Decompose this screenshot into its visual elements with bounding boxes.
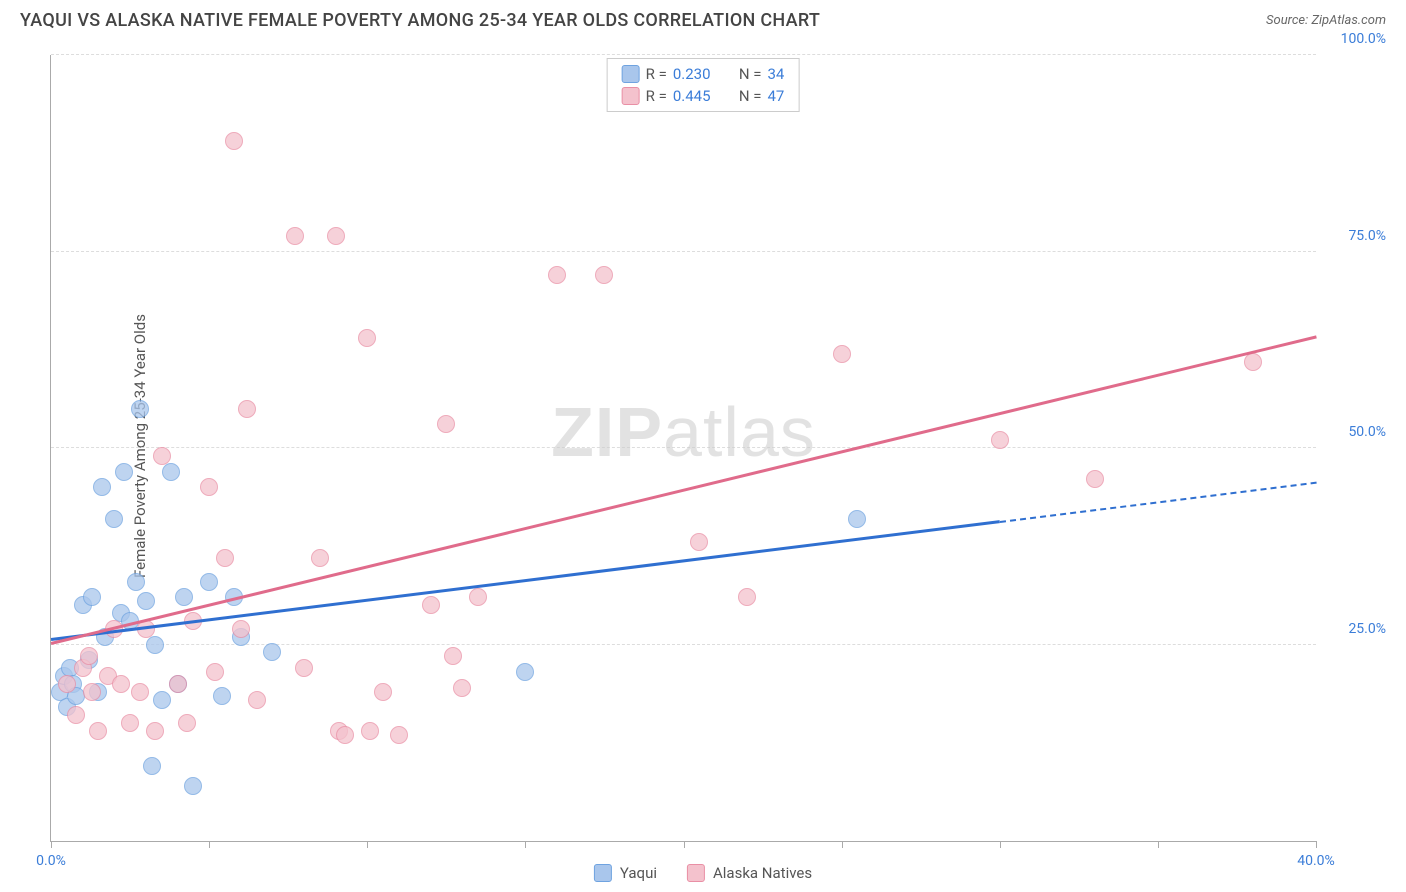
- watermark: ZIPatlas: [551, 392, 816, 472]
- y-tick-label: 75.0%: [1348, 228, 1386, 244]
- x-tick: [1158, 841, 1159, 848]
- data-point: [83, 683, 101, 701]
- data-point: [238, 400, 256, 418]
- data-point: [175, 588, 193, 606]
- data-point: [67, 706, 85, 724]
- data-point: [991, 431, 1009, 449]
- data-point: [216, 549, 234, 567]
- data-point: [469, 588, 487, 606]
- data-point: [548, 266, 566, 284]
- data-point: [848, 510, 866, 528]
- legend-swatch: [622, 87, 640, 105]
- data-point: [58, 675, 76, 693]
- legend-swatch: [594, 864, 612, 882]
- data-point: [169, 675, 187, 693]
- source-attribution: Source: ZipAtlas.com: [1266, 13, 1386, 28]
- data-point: [121, 714, 139, 732]
- data-point: [437, 415, 455, 433]
- legend-item: Alaska Natives: [687, 864, 812, 882]
- gridline: [51, 54, 1316, 55]
- data-point: [327, 227, 345, 245]
- data-point: [127, 573, 145, 591]
- data-point: [83, 588, 101, 606]
- data-point: [453, 679, 471, 697]
- x-tick: [842, 841, 843, 848]
- data-point: [263, 643, 281, 661]
- data-point: [311, 549, 329, 567]
- data-point: [162, 463, 180, 481]
- x-tick: [684, 841, 685, 848]
- x-tick: [1316, 841, 1317, 848]
- data-point: [444, 647, 462, 665]
- series-legend: Yaqui Alaska Natives: [594, 864, 812, 882]
- data-point: [200, 478, 218, 496]
- data-point: [232, 620, 250, 638]
- x-tick-label: 40.0%: [1297, 853, 1335, 869]
- data-point: [200, 573, 218, 591]
- gridline: [51, 447, 1316, 448]
- data-point: [115, 463, 133, 481]
- data-point: [1244, 353, 1262, 371]
- data-point: [153, 447, 171, 465]
- data-point: [225, 132, 243, 150]
- data-point: [286, 227, 304, 245]
- chart-title: YAQUI VS ALASKA NATIVE FEMALE POVERTY AM…: [20, 10, 820, 31]
- trend-line-extrapolated: [1000, 481, 1316, 522]
- data-point: [248, 691, 266, 709]
- data-point: [1086, 470, 1104, 488]
- data-point: [833, 345, 851, 363]
- x-tick: [367, 841, 368, 848]
- data-point: [206, 663, 224, 681]
- data-point: [93, 478, 111, 496]
- data-point: [690, 533, 708, 551]
- data-point: [131, 683, 149, 701]
- x-tick-label: 0.0%: [36, 853, 66, 869]
- legend-item: Yaqui: [594, 864, 657, 882]
- data-point: [738, 588, 756, 606]
- scatter-chart: ZIPatlas 25.0%50.0%75.0%100.0%0.0%40.0%: [50, 55, 1316, 842]
- data-point: [153, 691, 171, 709]
- data-point: [390, 726, 408, 744]
- x-tick: [51, 841, 52, 848]
- trend-line: [51, 335, 1317, 644]
- data-point: [358, 329, 376, 347]
- data-point: [112, 675, 130, 693]
- trend-line: [51, 520, 1000, 640]
- data-point: [146, 636, 164, 654]
- data-point: [295, 659, 313, 677]
- data-point: [80, 647, 98, 665]
- data-point: [131, 400, 149, 418]
- data-point: [595, 266, 613, 284]
- data-point: [213, 687, 231, 705]
- data-point: [336, 726, 354, 744]
- legend-swatch: [622, 65, 640, 83]
- data-point: [374, 683, 392, 701]
- correlation-stats-legend: R =0.230N =34R =0.445N =47: [607, 58, 800, 112]
- data-point: [89, 722, 107, 740]
- data-point: [137, 592, 155, 610]
- x-tick: [1000, 841, 1001, 848]
- data-point: [184, 777, 202, 795]
- legend-swatch: [687, 864, 705, 882]
- data-point: [516, 663, 534, 681]
- data-point: [105, 510, 123, 528]
- x-tick: [209, 841, 210, 848]
- stats-row: R =0.445N =47: [622, 85, 785, 107]
- data-point: [143, 757, 161, 775]
- data-point: [178, 714, 196, 732]
- data-point: [146, 722, 164, 740]
- data-point: [361, 722, 379, 740]
- data-point: [422, 596, 440, 614]
- gridline: [51, 251, 1316, 252]
- y-tick-label: 25.0%: [1348, 621, 1386, 637]
- y-tick-label: 100.0%: [1341, 31, 1386, 47]
- y-tick-label: 50.0%: [1348, 424, 1386, 440]
- stats-row: R =0.230N =34: [622, 63, 785, 85]
- x-tick: [525, 841, 526, 848]
